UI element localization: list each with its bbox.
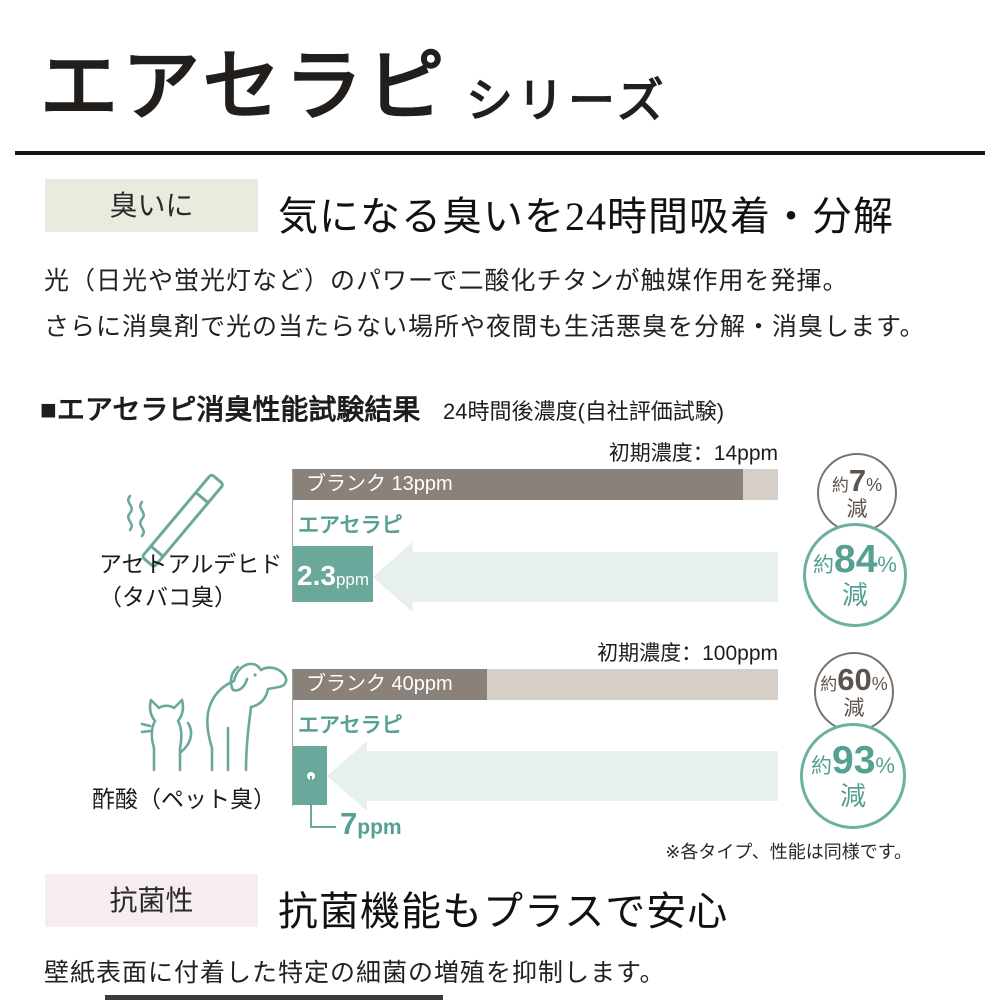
badge-value: 93 [832, 739, 876, 783]
chart1-blank-bar-track: ブランク 13ppm [293, 469, 778, 500]
chart1-odor-label: アセトアルデヒド [99, 551, 283, 577]
badge-percent: % [871, 674, 888, 695]
chart1-initial-concentration: 初期濃度：14ppm [608, 442, 778, 465]
badge-prefix: 約 [820, 675, 838, 695]
chart2-product-reduction-badge: 約93% 減 [800, 723, 906, 829]
cigarette-icon [127, 473, 224, 568]
chart2-callout-line-vertical [310, 776, 312, 828]
chart2-blank-bar-track: ブランク 40ppm [293, 669, 778, 700]
dog-cat-icon [140, 662, 288, 772]
chart1-product-reduction-badge: 約84% 減 [803, 523, 907, 627]
badge-suffix: 減 [841, 580, 868, 611]
chart1-product-unit: ppm [335, 570, 370, 589]
chart2-product-value-callout: 7ppm [340, 806, 402, 842]
chart2-blank-bar-label: ブランク 40ppm [306, 673, 453, 695]
chart1-product-label: エアセラピ [298, 514, 403, 537]
badge-percent: % [875, 753, 895, 779]
badge-value: 84 [834, 538, 878, 582]
test-results-heading: ■エアセラピ消臭性能試験結果 [40, 394, 421, 425]
chart1-blank-reduction-badge: 約7% 減 [817, 453, 897, 533]
antibacterial-body: 壁紙表面に付着した特定の細菌の増殖を抑制します。 [44, 960, 666, 987]
badge-prefix: 約 [813, 554, 835, 578]
chart1-blank-bar-fill: ブランク 13ppm [293, 469, 744, 500]
badge-suffix: 減 [846, 497, 868, 521]
chart2-axis-line [292, 669, 293, 806]
odor-body-line1: 光（日光や蛍光灯など）のパワーで二酸化チタンが触媒作用を発揮。 [44, 268, 849, 295]
chart2-initial-concentration: 初期濃度：100ppm [597, 642, 778, 665]
test-results-subheading: 24時間後濃度(自社評価試験) [443, 399, 725, 424]
chart2-blank-reduction-badge: 約60% 減 [814, 652, 894, 732]
page-subtitle: シリーズ [466, 74, 668, 127]
badge-suffix: 減 [843, 696, 865, 720]
chart2-blank-bar-fill: ブランク 40ppm [293, 669, 487, 700]
chart2-odor-label: 酢酸（ペット臭） [92, 786, 276, 812]
badge-value: 7 [848, 463, 867, 499]
badge-value: 60 [837, 662, 872, 698]
antibacterial-section-tag: 抗菌性 [45, 874, 258, 927]
badge-percent: % [877, 552, 897, 578]
badge-percent: % [866, 475, 883, 496]
chart1-product-value: 2.3 [297, 560, 336, 591]
odor-section-tag: 臭いに [45, 179, 258, 232]
chart2-product-unit: ppm [357, 816, 402, 839]
results-footnote: ※各タイプ、性能は同様です。 [665, 842, 912, 862]
chart2-product-label: エアセラピ [298, 714, 403, 737]
title-divider [15, 151, 985, 155]
chart1-product-bar: 2.3ppm [293, 546, 373, 602]
chart2-callout-line-horizontal [310, 826, 336, 828]
cropped-bottom-bar [105, 995, 443, 1000]
badge-suffix: 減 [839, 781, 866, 812]
odor-body-line2: さらに消臭剤で光の当たらない場所や夜間も生活悪臭を分解・消臭します。 [44, 314, 926, 341]
odor-section-headline: 気になる臭いを24時間吸着・分解 [278, 194, 894, 239]
chart1-odor-note: （タバコ臭） [99, 584, 237, 610]
reduction-arrow-icon [372, 542, 778, 612]
chart1-blank-bar-label: ブランク 13ppm [306, 473, 453, 495]
chart2-product-value: 7 [340, 806, 358, 841]
antibacterial-headline: 抗菌機能もプラスで安心 [278, 889, 729, 934]
chart1-axis-line [292, 469, 293, 602]
badge-prefix: 約 [811, 755, 833, 779]
reduction-arrow-icon [326, 741, 778, 811]
badge-prefix: 約 [831, 476, 849, 496]
page-title: エアセラピ [40, 42, 449, 130]
